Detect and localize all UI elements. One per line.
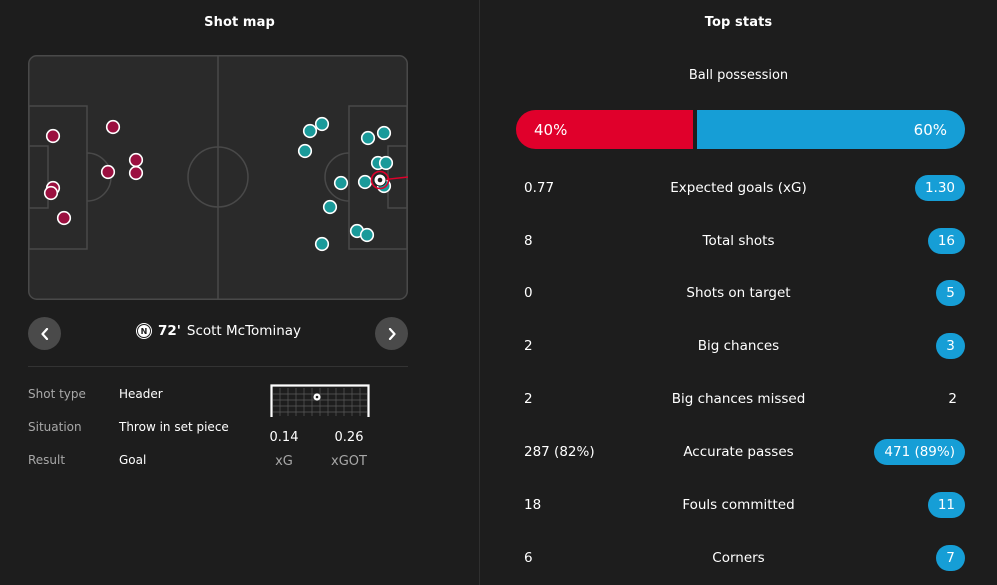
stat-home-value: 0 — [524, 285, 533, 301]
shot-type-value: Header — [119, 387, 163, 401]
stat-row-shots-on-target: 0 Shots on target 5 — [480, 278, 997, 308]
stat-row-xg: 0.77 Expected goals (xG) 1.30 — [480, 173, 997, 203]
stat-home-value: 287 (82%) — [524, 444, 595, 460]
stat-home-value: 8 — [524, 233, 533, 249]
stat-label: Fouls committed — [682, 497, 795, 513]
possession-away-value: 60% — [913, 120, 947, 139]
stat-away-value: 7 — [936, 545, 965, 571]
top-stats-panel: Top stats Ball possession 40% 60% 0.77 E… — [480, 0, 997, 585]
stat-row-big-chances-missed: 2 Big chances missed 2 — [480, 384, 997, 414]
xgot-label: xGOT — [331, 454, 367, 469]
stat-away-value: 3 — [936, 333, 965, 359]
divider-line — [28, 366, 408, 367]
away-shot-marker[interactable] — [302, 123, 318, 139]
stat-label: Total shots — [702, 233, 775, 249]
shots-layer — [43, 116, 408, 252]
next-shot-button[interactable] — [375, 317, 408, 350]
home-shot-marker[interactable] — [43, 185, 59, 201]
center-circle — [187, 146, 249, 208]
stat-away-value: 1.30 — [914, 175, 965, 201]
stat-away-value: 11 — [927, 492, 965, 518]
possession-home-value: 40% — [534, 120, 568, 139]
home-shot-marker[interactable] — [128, 165, 144, 181]
away-shot-marker[interactable] — [376, 125, 392, 141]
stat-row-big-chances: 2 Big chances 3 — [480, 331, 997, 361]
home-shot-marker[interactable] — [100, 164, 116, 180]
stat-home-value: 0.77 — [524, 180, 555, 196]
xg-value: 0.14 — [269, 430, 299, 445]
away-shot-marker[interactable] — [314, 236, 330, 252]
home-shot-marker[interactable] — [56, 210, 72, 226]
possession-label: Ball possession — [688, 68, 789, 83]
left-goal-box — [28, 145, 49, 209]
away-shot-marker[interactable] — [359, 227, 375, 243]
goal-net-icon — [270, 384, 370, 417]
team-badge-icon: N — [135, 323, 152, 339]
stat-label: Big chances — [697, 338, 780, 354]
stat-home-value: 18 — [524, 497, 542, 513]
stat-row-total-shots: 8 Total shots 16 — [480, 226, 997, 256]
result-value: Goal — [119, 453, 147, 467]
home-shot-marker[interactable] — [128, 152, 144, 168]
selected-shot-player: N 72' Scott McTominay — [0, 323, 437, 339]
shot-minute: 72' — [157, 323, 181, 339]
stat-row-accurate-passes: 287 (82%) Accurate passes 471 (89%) — [480, 437, 997, 467]
football-patch — [377, 177, 383, 183]
stat-home-value: 6 — [524, 550, 533, 566]
away-shot-marker[interactable] — [297, 143, 313, 159]
possession-away-bar: 60% — [697, 110, 965, 149]
stat-row-corners: 6 Corners 7 — [480, 543, 997, 573]
shot-type-label: Shot type — [28, 387, 86, 401]
stat-home-value: 2 — [524, 338, 533, 354]
stat-label: Expected goals (xG) — [670, 180, 807, 196]
away-shot-marker[interactable] — [357, 174, 373, 190]
away-shot-marker[interactable] — [333, 175, 349, 191]
previous-shot-button[interactable] — [28, 317, 61, 350]
pitch — [28, 55, 408, 300]
shot-map-title: Shot map — [204, 15, 275, 30]
panel-divider — [479, 0, 480, 585]
result-label: Result — [28, 453, 66, 467]
stat-home-value: 2 — [524, 391, 533, 407]
xgot-value: 0.26 — [334, 430, 364, 445]
chevron-right-icon — [388, 327, 396, 340]
away-shot-marker[interactable] — [360, 130, 376, 146]
situation-label: Situation — [28, 420, 82, 434]
chevron-left-icon — [40, 327, 48, 340]
stat-away-value: 5 — [936, 280, 965, 306]
away-shot-marker[interactable] — [378, 155, 394, 171]
pitch-svg — [28, 55, 408, 300]
top-stats-title: Top stats — [704, 15, 773, 30]
stat-label: Accurate passes — [683, 444, 794, 460]
possession-home-bar: 40% — [516, 110, 693, 149]
away-shot-marker[interactable] — [322, 199, 338, 215]
home-shot-marker[interactable] — [105, 119, 121, 135]
stat-away-value: 2 — [948, 391, 957, 407]
stat-label: Big chances missed — [671, 391, 806, 407]
player-name: Scott McTominay — [186, 323, 302, 339]
stat-label: Shots on target — [686, 285, 791, 301]
stat-away-value: 16 — [927, 228, 965, 254]
stat-row-fouls-committed: 18 Fouls committed 11 — [480, 490, 997, 520]
away-shot-marker[interactable] — [314, 116, 330, 132]
xg-label: xG — [275, 454, 293, 469]
selected-shot-ring — [370, 170, 390, 190]
situation-value: Throw in set piece — [119, 420, 229, 434]
home-shot-marker[interactable] — [45, 128, 61, 144]
stat-label: Corners — [712, 550, 765, 566]
stat-away-value: 471 (89%) — [874, 439, 965, 465]
shot-map-panel: Shot map N 72' Scott McTominay Shot typ — [0, 0, 479, 585]
goal-frame-graphic — [270, 384, 370, 421]
right-penalty-arc — [324, 152, 350, 202]
